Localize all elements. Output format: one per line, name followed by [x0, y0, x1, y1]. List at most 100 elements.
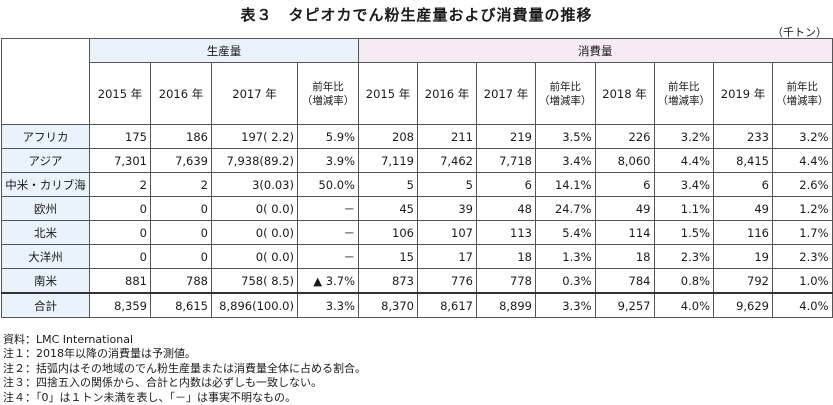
value-cell: 1.1%	[653, 196, 714, 221]
value-cell: －	[297, 220, 359, 245]
value-cell: 5	[417, 172, 477, 197]
value-cell: 19	[713, 244, 773, 269]
production-header: 生産量	[89, 38, 359, 63]
value-cell: 14.1%	[535, 172, 596, 197]
value-cell: 8,896(100.0)	[211, 292, 298, 318]
cons-year-2019: 2019 年	[713, 62, 773, 125]
table-row: アジア 7,301 7,639 7,938(89.2) 3.9% 7,119 7,462 7,…	[1, 148, 833, 173]
value-cell: －	[297, 196, 359, 221]
value-cell: 0( 0.0)	[211, 196, 298, 221]
value-cell: 0	[89, 244, 151, 269]
value-cell: 0	[89, 220, 151, 245]
table-row: 中米・カリブ海 2 2 3(0.03) 50.0% 5 5 6 14.1% 6 3.4% 6 2.6%	[1, 172, 833, 197]
value-cell: 788	[150, 268, 212, 294]
value-cell: 3.4%	[535, 148, 596, 173]
value-cell: 7,119	[358, 148, 418, 173]
value-cell: 39	[417, 196, 477, 221]
region-cell: 南米	[1, 268, 90, 294]
value-cell: 0	[89, 196, 151, 221]
value-cell: 7,301	[89, 148, 151, 173]
region-cell: 欧州	[1, 196, 90, 221]
value-cell: 106	[358, 220, 418, 245]
cons-ratio-header-2019: 前年比 （増減率）	[772, 62, 833, 125]
value-cell: 784	[594, 268, 655, 294]
table-row: 大洋州 0 0 0( 0.0) － 15 17 18 1.3% 18 2.3% 19 2.3%	[1, 244, 833, 269]
value-cell: 6	[713, 172, 773, 197]
prod-year-2017: 2017 年	[211, 62, 298, 125]
prod-year-2015: 2015 年	[89, 62, 151, 125]
table-body: アフリカ 175 186 197( 2.2) 5.9% 208 211 219 3.5% 226 3…	[1, 124, 833, 318]
value-cell: 1.3%	[535, 244, 596, 269]
value-cell: 208	[358, 124, 418, 149]
value-cell: 0	[150, 244, 212, 269]
consumption-header: 消費量	[358, 38, 833, 63]
value-cell: 226	[594, 124, 655, 149]
table-row: 欧州 0 0 0( 0.0) － 45 39 48 24.7% 49 1.1% 49 1.2%	[1, 196, 833, 221]
value-cell: 2.3%	[772, 244, 833, 269]
value-cell: 7,718	[476, 148, 536, 173]
value-cell: 8,060	[594, 148, 655, 173]
value-cell: 3.3%	[297, 292, 359, 318]
value-cell: 116	[713, 220, 773, 245]
value-cell: 6	[476, 172, 536, 197]
cons-year-2018: 2018 年	[594, 62, 655, 125]
region-cell: 大洋州	[1, 244, 90, 269]
total-row: 合計 8,359 8,615 8,896(100.0) 3.3% 8,370 8,617 8,…	[1, 292, 833, 318]
value-cell: －	[297, 244, 359, 269]
value-cell: 175	[89, 124, 151, 149]
value-cell: 776	[417, 268, 477, 294]
value-cell: 197( 2.2)	[211, 124, 298, 149]
value-cell: 7,639	[150, 148, 212, 173]
region-cell: アジア	[1, 148, 90, 173]
value-cell: 114	[594, 220, 655, 245]
value-cell: 17	[417, 244, 477, 269]
value-cell: 3.5%	[535, 124, 596, 149]
note-line: 注３：四捨五入の関係から、合計と内数は必ずしも一致しない。	[3, 376, 322, 390]
value-cell: 4.0%	[653, 292, 714, 318]
value-cell: 1.0%	[772, 268, 833, 294]
value-cell: 18	[476, 244, 536, 269]
value-cell: 881	[89, 268, 151, 294]
value-cell: 792	[713, 268, 773, 294]
value-cell: 2.6%	[772, 172, 833, 197]
value-cell: 5.4%	[535, 220, 596, 245]
cons-ratio-header-2018: 前年比 （増減率）	[653, 62, 714, 125]
value-cell: 5.9%	[297, 124, 359, 149]
value-cell: 8,899	[476, 292, 536, 318]
value-cell: 2	[150, 172, 212, 197]
prod-year-2016: 2016 年	[150, 62, 212, 125]
value-cell: 0.8%	[653, 268, 714, 294]
value-cell: 8,615	[150, 292, 212, 318]
value-cell: 15	[358, 244, 418, 269]
value-cell: 3.4%	[653, 172, 714, 197]
value-cell: 8,359	[89, 292, 151, 318]
value-cell: 8,617	[417, 292, 477, 318]
data-table: 生産量 消費量 2015 年 2016 年 2017 年 前年比 （増減率） 20…	[1, 38, 833, 318]
value-cell: 1.7%	[772, 220, 833, 245]
region-cell: 中米・カリブ海	[1, 172, 90, 197]
value-cell: 49	[594, 196, 655, 221]
note-line: 資料：LMC International	[3, 333, 134, 346]
value-cell: 4.4%	[772, 148, 833, 173]
value-cell: 9,257	[594, 292, 655, 318]
value-cell: 50.0%	[297, 172, 359, 197]
value-cell: 3.9%	[297, 148, 359, 173]
value-cell: 1.2%	[772, 196, 833, 221]
value-cell: 3.3%	[535, 292, 596, 318]
region-cell: アフリカ	[1, 124, 90, 149]
value-cell: ▲ 3.7%	[297, 268, 359, 294]
table-row: 南米 881 788 758( 8.5) ▲ 3.7% 873 776 778 0.3% 784 0…	[1, 268, 833, 294]
notes: 資料：LMC International 注１：2018年以降の消費量は予測値。…	[3, 333, 366, 405]
value-cell: 4.4%	[653, 148, 714, 173]
value-cell: 0	[150, 196, 212, 221]
value-cell: 186	[150, 124, 212, 149]
value-cell: 107	[417, 220, 477, 245]
value-cell: 24.7%	[535, 196, 596, 221]
value-cell: 113	[476, 220, 536, 245]
value-cell: 48	[476, 196, 536, 221]
value-cell: 49	[713, 196, 773, 221]
cons-ratio-header-2017: 前年比 （増減率）	[535, 62, 596, 125]
region-cell: 北米	[1, 220, 90, 245]
unit-label: （千トン）	[772, 26, 827, 39]
value-cell: 778	[476, 268, 536, 294]
